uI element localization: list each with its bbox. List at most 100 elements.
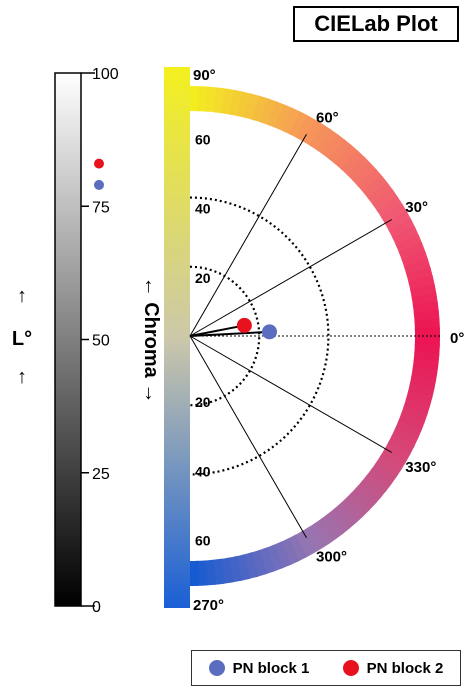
chroma-ring <box>189 265 261 407</box>
hue-ring-segment <box>357 168 384 194</box>
lightness-scale <box>54 72 95 607</box>
hue-ring-segment <box>403 398 431 416</box>
hue-ring-segment <box>279 538 300 566</box>
hue-ring-segment <box>395 234 423 254</box>
hue-ring-segment <box>400 405 428 424</box>
data-vector-2 <box>189 324 245 337</box>
legend-item-block1: PN block 1 <box>208 659 310 677</box>
chroma-rings <box>189 196 330 476</box>
hue-ring-segment <box>394 420 422 441</box>
lightness-gradient-bar <box>54 72 82 607</box>
hue-ring-segment <box>264 544 284 572</box>
hue-ring-segment <box>392 226 420 247</box>
data-vector-1 <box>189 330 270 337</box>
hue-label: 30° <box>405 199 428 216</box>
hue-ring-segment <box>355 480 382 506</box>
hue-ring-segment <box>414 327 441 339</box>
lightness-tick-label: 100 <box>92 66 119 83</box>
hue-ring-segment <box>351 162 378 188</box>
hue-ring-segment <box>328 138 353 166</box>
chroma-label-upper: 60 <box>195 131 211 147</box>
hue-ring-segment <box>403 258 432 277</box>
legend-label-block1: PN block 1 <box>232 659 310 677</box>
hue-spoke <box>189 335 393 453</box>
hue-label: 90° <box>193 67 216 84</box>
hue-ring-segment <box>293 530 315 558</box>
legend-label-block2: PN block 2 <box>366 659 444 677</box>
hue-spokes <box>189 133 440 539</box>
data-points <box>189 317 278 340</box>
hue-spoke <box>189 133 307 337</box>
chroma-label-lower: 40 <box>195 463 211 479</box>
hue-ring-segment <box>302 119 325 147</box>
hue-ring-segment <box>398 242 426 262</box>
hue-ring-segment <box>397 412 425 433</box>
hue-ring-segment <box>405 390 433 408</box>
hue-ring-segment <box>388 218 416 240</box>
chroma-labels: 20 40 60 20 40 60 <box>195 131 211 548</box>
hue-ring-segment <box>309 123 332 151</box>
lightness-point-block1 <box>94 179 104 190</box>
lightness-up-arrow-top: ↑ <box>17 285 27 307</box>
lightness-points <box>94 158 104 190</box>
chroma-label-lower: 60 <box>195 533 211 549</box>
hue-ring-segment <box>252 95 270 123</box>
hue-color-ring <box>187 86 441 586</box>
legend-marker-block2 <box>342 660 359 676</box>
hue-spoke <box>189 335 307 539</box>
hue-ring-segment <box>322 133 346 161</box>
hue-ring-segment <box>372 189 399 213</box>
lightness-tick-label: 50 <box>92 333 110 350</box>
legend-marker-block1 <box>208 660 225 676</box>
hue-ring-segment <box>236 91 254 119</box>
lightness-tick-label: 0 <box>92 599 101 616</box>
hue-ring-segment <box>338 497 364 524</box>
lightness-ticks: 100 75 50 25 0 <box>81 66 119 616</box>
hue-ring-segment <box>383 441 411 464</box>
hue-ring-segment <box>334 144 360 171</box>
hue-ring-segment <box>286 534 308 562</box>
hue-label: 330° <box>405 459 436 476</box>
hue-ring-segment <box>187 560 199 586</box>
data-point-block2 <box>236 317 252 333</box>
hue-ring-segment <box>313 518 337 545</box>
hue-ring-segment <box>384 211 412 233</box>
hue-ring-segment <box>266 101 287 129</box>
hue-ring-segment <box>315 128 340 156</box>
hue-ring-segment <box>332 503 358 530</box>
chroma-label-upper: 40 <box>195 201 211 217</box>
hue-ring-segment <box>370 461 398 486</box>
hue-label: 300° <box>316 548 347 565</box>
chroma-axis-label: ← Chroma → <box>140 277 162 404</box>
hue-ring-segment <box>340 150 366 176</box>
hue-ring-segment <box>376 196 404 219</box>
hue-ring-segment <box>288 111 310 139</box>
hue-ring-segment <box>229 89 245 117</box>
hue-ring-segment <box>407 382 435 400</box>
hue-spoke <box>189 219 393 337</box>
hue-ring-segment <box>259 98 278 126</box>
chroma-label-lower: 20 <box>195 394 211 410</box>
hue-ring-segment <box>362 175 389 200</box>
chroma-ring <box>189 196 330 476</box>
hue-ring-segment <box>360 474 388 499</box>
legend: PN block 1 PN block 2 <box>191 650 461 686</box>
hue-ring-segment <box>281 107 302 135</box>
hue-ring-segment <box>346 156 372 182</box>
chroma-label-upper: 20 <box>195 270 211 286</box>
lightness-tick-label: 25 <box>92 466 110 483</box>
legend-item-block2: PN block 2 <box>342 659 444 677</box>
hue-ring-segment <box>274 104 295 132</box>
hue-ring-segment <box>375 455 403 478</box>
hue-ring-segment <box>387 434 415 456</box>
lightness-point-block2 <box>94 158 104 169</box>
hue-ring-segment <box>244 93 262 121</box>
hue-ring-segment <box>391 427 419 448</box>
hue-ring-segment <box>257 547 276 575</box>
hue-label: 270° <box>193 597 224 614</box>
hue-ring-segment <box>320 513 344 540</box>
hue-ring-segment <box>350 486 376 512</box>
hue-labels: 90° 60° 30° 0° 330° 300° 270° <box>193 67 464 614</box>
hue-ring-segment <box>379 448 407 471</box>
hue-ring-segment <box>300 526 323 554</box>
